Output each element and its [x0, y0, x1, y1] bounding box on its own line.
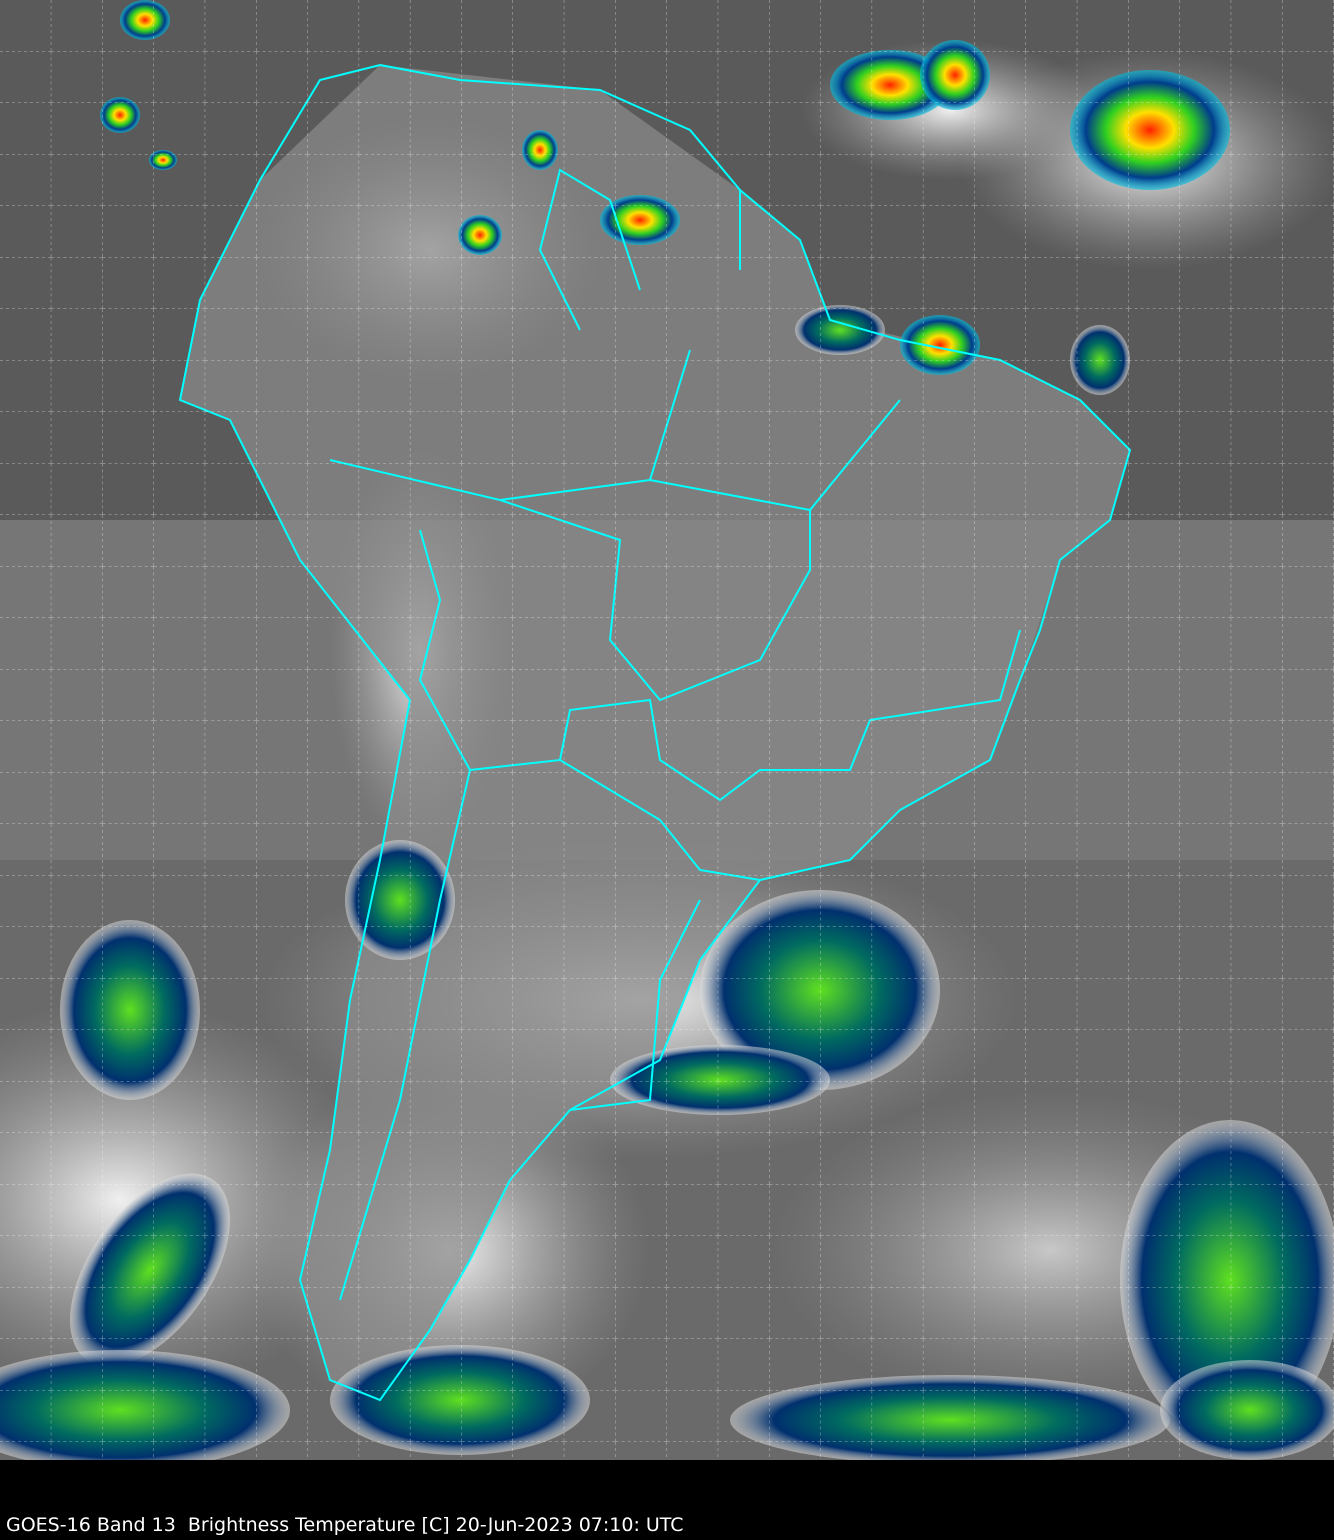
image-caption: GOES-16 Band 13 Brightness Temperature [… [6, 1514, 684, 1536]
satellite-image [0, 0, 1334, 1460]
lat-lon-gridlines [0, 0, 1334, 1460]
